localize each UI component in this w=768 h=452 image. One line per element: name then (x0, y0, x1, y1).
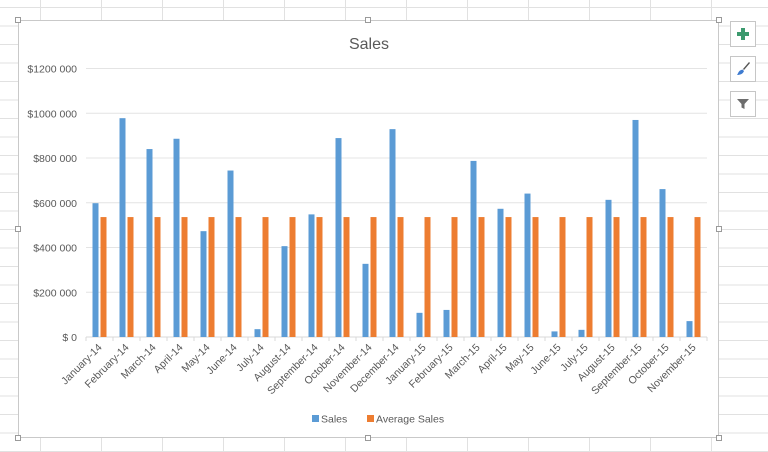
sales-bar[interactable] (335, 138, 342, 337)
resize-handle-bottom[interactable] (365, 435, 371, 441)
sales-bar[interactable] (92, 203, 99, 337)
average-sales-bar[interactable] (235, 217, 242, 337)
chart-filters-button[interactable] (730, 91, 756, 117)
sales-bar[interactable] (686, 321, 693, 337)
average-sales-bar[interactable] (154, 217, 161, 337)
paintbrush-icon (737, 62, 750, 75)
y-tick-label: $1200 000 (27, 64, 77, 76)
resize-handle-bottom-left[interactable] (15, 435, 21, 441)
sales-bar[interactable] (308, 214, 315, 337)
sales-bar[interactable] (470, 160, 477, 337)
average-sales-bar[interactable] (397, 217, 404, 337)
average-sales-bar[interactable] (127, 217, 134, 337)
sales-bar[interactable] (119, 118, 126, 337)
sales-bar[interactable] (443, 309, 450, 337)
average-sales-bar[interactable] (343, 217, 350, 337)
average-sales-bar[interactable] (370, 217, 377, 337)
resize-handle-top-left[interactable] (15, 17, 21, 23)
sales-bar[interactable] (605, 199, 612, 337)
average-sales-bar[interactable] (613, 217, 620, 337)
sales-bar[interactable] (497, 208, 504, 337)
x-tick-label: June-14 (204, 342, 239, 377)
average-sales-bar[interactable] (640, 217, 647, 337)
gridlines (86, 68, 707, 338)
legend-swatch (367, 415, 374, 422)
sales-chart: Sales $ 0 $200 000 $400 000 $600 000 $800 00… (27, 36, 708, 426)
resize-handle-left[interactable] (15, 226, 21, 232)
chart-title[interactable]: Sales (349, 36, 389, 53)
sales-bar[interactable] (389, 129, 396, 337)
average-sales-bar[interactable] (262, 217, 269, 337)
y-tick-label: $800 000 (33, 153, 77, 165)
average-sales-bar[interactable] (208, 217, 215, 337)
sales-bar[interactable] (551, 331, 558, 337)
sales-bar[interactable] (173, 138, 180, 337)
y-axis-labels[interactable]: $ 0 $200 000 $400 000 $600 000 $800 000 $1000… (27, 64, 77, 345)
average-sales-bar[interactable] (586, 217, 593, 337)
sales-bar[interactable] (227, 170, 234, 337)
resize-handle-top-right[interactable] (716, 17, 722, 23)
sales-bar[interactable] (632, 119, 639, 338)
plus-icon (737, 28, 749, 40)
legend-label[interactable]: Average Sales (376, 414, 444, 426)
average-sales-bar[interactable] (667, 217, 674, 337)
sales-bar[interactable] (659, 189, 666, 337)
legend-swatch (312, 415, 319, 422)
sales-bar[interactable] (416, 312, 423, 337)
x-axis-labels[interactable]: January-14February-14March-14April-14May… (59, 337, 708, 397)
average-sales-bar[interactable] (100, 217, 107, 337)
resize-handle-bottom-right[interactable] (716, 435, 722, 441)
sales-bar[interactable] (362, 263, 369, 337)
x-tick-label: June-15 (528, 342, 563, 377)
average-sales-bar[interactable] (289, 217, 296, 337)
y-tick-label: $1000 000 (27, 108, 77, 120)
average-sales-bar[interactable] (451, 217, 458, 337)
sales-bar[interactable] (578, 329, 585, 337)
chart-elements-button[interactable] (730, 21, 756, 47)
x-tick-label: April-15 (476, 342, 510, 376)
sales-bar[interactable] (200, 231, 207, 337)
y-tick-label: $200 000 (33, 287, 77, 299)
sales-bar[interactable] (146, 149, 153, 337)
average-sales-bar[interactable] (424, 217, 431, 337)
sales-bar[interactable] (254, 329, 261, 337)
y-tick-label: $600 000 (33, 198, 77, 210)
average-sales-bar[interactable] (532, 217, 539, 337)
average-sales-bar[interactable] (694, 217, 701, 337)
plot-area[interactable] (92, 118, 701, 338)
legend[interactable]: Sales Average Sales (312, 414, 444, 426)
filter-icon (737, 99, 749, 109)
resize-handle-right[interactable] (716, 226, 722, 232)
average-sales-bar[interactable] (478, 217, 485, 337)
y-tick-label: $ 0 (62, 332, 77, 344)
average-sales-bar[interactable] (316, 217, 323, 337)
chart-styles-button[interactable] (730, 56, 756, 82)
average-sales-bar[interactable] (181, 217, 188, 337)
sales-bar[interactable] (281, 246, 288, 337)
chart-area[interactable]: Sales $ 0 $200 000 $400 000 $600 000 $800 00… (18, 20, 719, 438)
average-sales-bar[interactable] (505, 217, 512, 337)
x-tick-label: April-14 (152, 342, 186, 376)
resize-handle-top[interactable] (365, 17, 371, 23)
average-sales-bar[interactable] (559, 217, 566, 337)
sales-bar[interactable] (524, 193, 531, 337)
y-tick-label: $400 000 (33, 243, 77, 255)
legend-label[interactable]: Sales (321, 414, 347, 426)
